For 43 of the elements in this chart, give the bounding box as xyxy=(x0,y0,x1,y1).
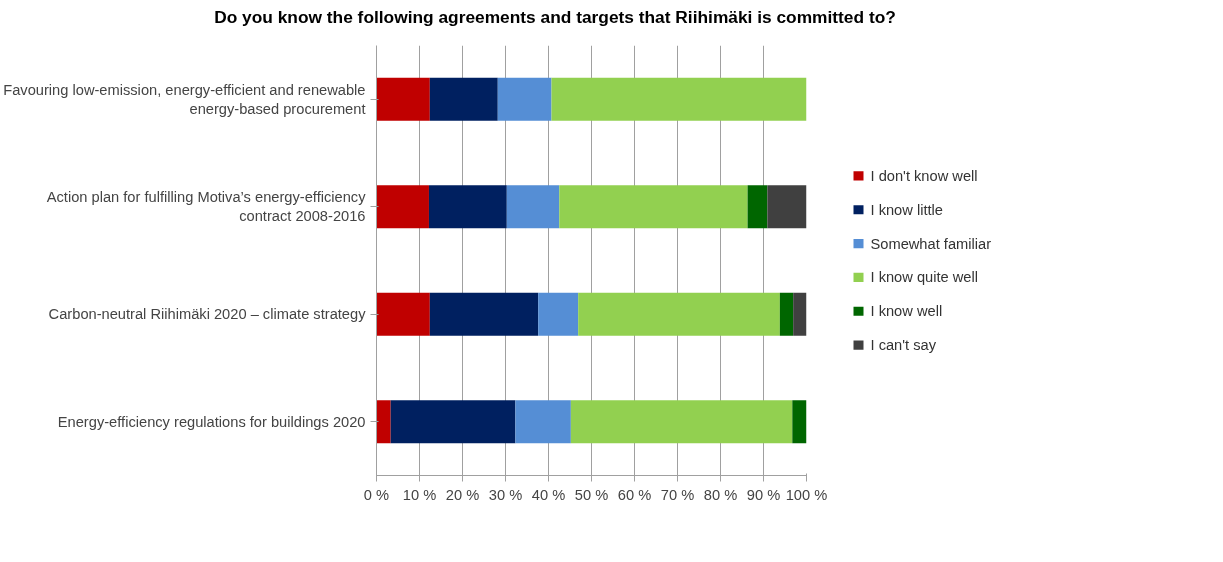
legend-label: I don't know well xyxy=(870,167,978,184)
legend-label: Somewhat familiar xyxy=(870,235,992,252)
y-tick-label: Action plan for fulfilling Motiva’s energy-efficiency contract 2008-2016 xyxy=(46,188,367,225)
bar xyxy=(578,292,780,336)
bar xyxy=(551,77,807,121)
bar xyxy=(767,185,807,228)
bar xyxy=(376,400,391,443)
bar xyxy=(506,185,560,228)
bar xyxy=(747,185,768,228)
x-tick-label: 0 % xyxy=(363,486,390,503)
bar xyxy=(515,400,571,443)
bar xyxy=(429,292,539,336)
x-tick-label: 100 % xyxy=(785,486,828,503)
x-tick-label: 70 % xyxy=(660,486,695,503)
bar xyxy=(497,77,552,121)
bar xyxy=(779,292,794,336)
bar xyxy=(792,400,807,443)
bar xyxy=(376,292,430,336)
bar xyxy=(390,400,516,443)
bar xyxy=(376,77,430,121)
chart-title: Do you know the following agreements and targets that Riihimäki is committed to? xyxy=(214,6,896,29)
bar xyxy=(428,185,507,228)
legend-label: I know little xyxy=(870,201,943,218)
x-tick-label: 60 % xyxy=(617,486,652,503)
bar xyxy=(429,77,498,121)
bar xyxy=(570,400,793,443)
bar xyxy=(793,292,807,336)
y-tick-label: Carbon-neutral Riihimäki 2020 – climate strategy xyxy=(48,306,367,322)
y-tick-label: Energy-efficiency regulations for buildings 2020 xyxy=(57,413,366,430)
y-tick-label: Favouring low-emission, energy-efficient and renewable energy-based procurement xyxy=(3,81,366,117)
legend-label: I know quite well xyxy=(870,269,979,286)
x-tick-label: 80 % xyxy=(703,486,738,503)
x-tick-label: 40 % xyxy=(531,486,566,503)
x-tick-label: 20 % xyxy=(445,486,480,503)
x-tick-label: 50 % xyxy=(574,486,609,503)
legend-label: I know well xyxy=(870,303,943,320)
x-tick-label: 30 % xyxy=(488,486,523,503)
x-tick-label: 90 % xyxy=(746,486,781,503)
bar xyxy=(376,185,429,228)
x-tick-label: 10 % xyxy=(402,486,437,503)
bar xyxy=(559,185,748,228)
bar xyxy=(538,292,579,336)
legend-label: I can't say xyxy=(870,336,937,353)
